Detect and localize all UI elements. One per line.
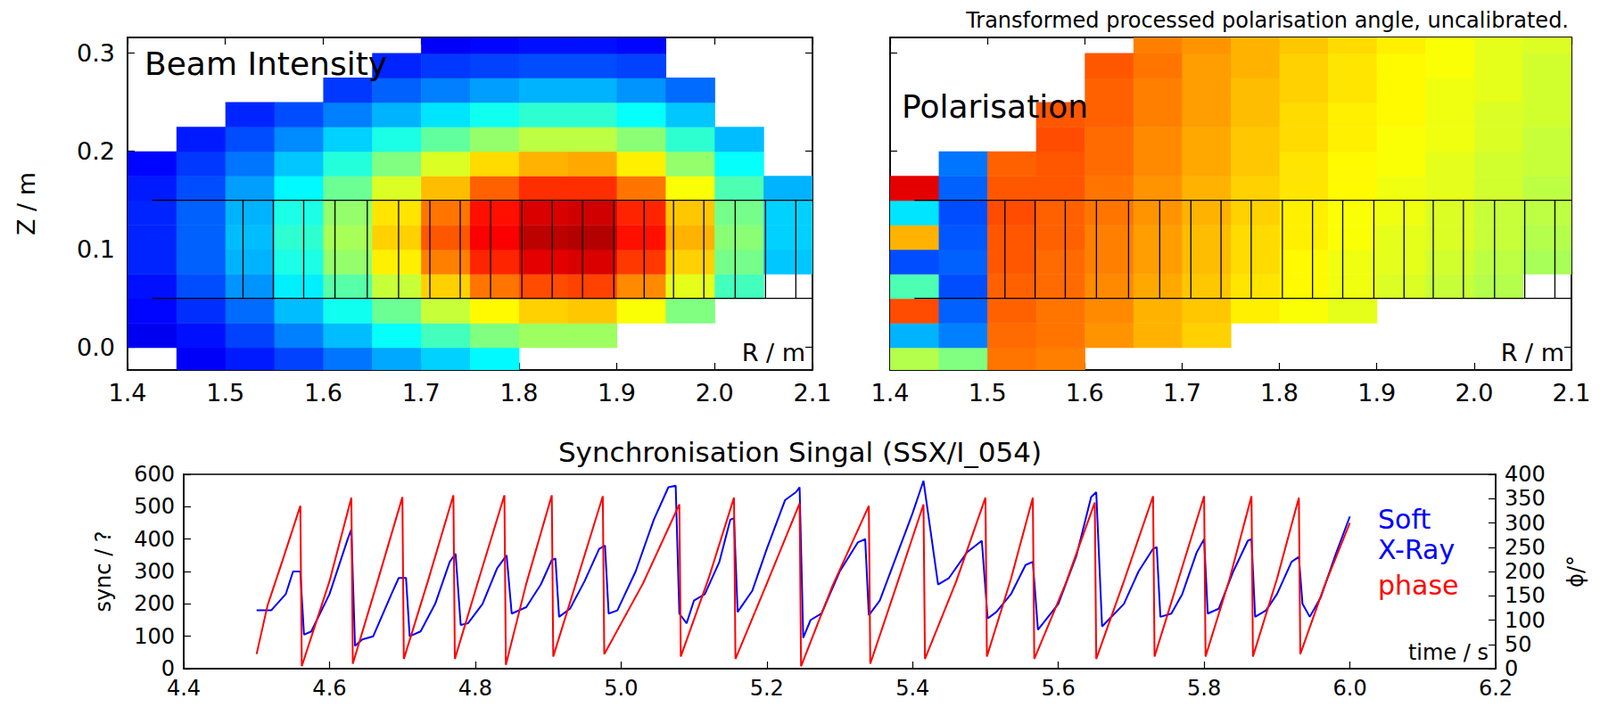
svg-text:300: 300 [1504,511,1546,537]
svg-text:250: 250 [1504,535,1546,561]
svg-text:1.4: 1.4 [871,379,910,407]
svg-text:R / m: R / m [742,338,806,367]
svg-text:50: 50 [1504,632,1533,658]
svg-text:Transformed processed polarisa: Transformed processed polarisation angle… [964,8,1569,33]
svg-text:2.0: 2.0 [1454,379,1493,407]
svg-text:2.1: 2.1 [793,379,833,407]
svg-text:400: 400 [133,527,175,553]
svg-text:5.0: 5.0 [603,676,638,702]
svg-text:1.8: 1.8 [1260,379,1299,407]
svg-text:phase: phase [1377,569,1460,602]
svg-text:4.8: 4.8 [458,676,493,702]
svg-text:R / m: R / m [1501,338,1565,367]
svg-text:Soft: Soft [1377,503,1431,536]
svg-text:Synchronisation Singal (SSX/I_: Synchronisation Singal (SSX/I_054) [558,436,1042,469]
svg-text:1.9: 1.9 [597,379,636,407]
svg-text:350: 350 [1504,486,1546,512]
svg-text:0.1: 0.1 [76,235,116,264]
svg-text:1.5: 1.5 [968,379,1007,407]
svg-text:200: 200 [1504,559,1546,585]
svg-text:100: 100 [1504,608,1546,634]
svg-text:5.8: 5.8 [1187,676,1221,702]
svg-text:500: 500 [133,494,175,520]
svg-text:0: 0 [161,656,175,682]
svg-text:X-Ray: X-Ray [1377,534,1455,566]
svg-text:1.7: 1.7 [402,379,441,407]
svg-text:Polarisation: Polarisation [901,88,1089,125]
svg-text:0.0: 0.0 [76,333,116,362]
svg-text:400: 400 [1504,461,1546,487]
svg-text:5.4: 5.4 [895,676,930,702]
svg-text:1.6: 1.6 [304,379,343,407]
svg-text:6.0: 6.0 [1332,676,1367,702]
svg-text:1.5: 1.5 [206,379,245,407]
svg-text:time / s: time / s [1408,640,1489,666]
svg-text:ϕ/°: ϕ/° [1563,555,1589,588]
svg-text:150: 150 [1504,583,1546,609]
svg-text:1.7: 1.7 [1162,379,1202,407]
svg-text:5.6: 5.6 [1041,676,1076,702]
svg-text:Beam Intensity: Beam Intensity [144,45,388,83]
svg-text:2.1: 2.1 [1552,379,1592,407]
svg-text:1.8: 1.8 [499,379,538,407]
svg-text:4.4: 4.4 [166,676,201,702]
svg-text:100: 100 [133,624,175,650]
svg-text:0.3: 0.3 [76,39,116,67]
svg-text:4.6: 4.6 [312,676,347,702]
svg-text:sync / ?: sync / ? [90,530,116,612]
svg-text:1.6: 1.6 [1065,379,1105,407]
svg-text:2.0: 2.0 [695,379,735,407]
svg-text:200: 200 [133,591,175,617]
svg-text:300: 300 [133,559,175,585]
svg-text:5.2: 5.2 [750,676,784,702]
svg-text:0.2: 0.2 [76,137,116,165]
svg-text:Z / m: Z / m [12,172,41,236]
svg-text:600: 600 [133,461,175,487]
svg-text:1.4: 1.4 [108,379,148,407]
svg-text:1.9: 1.9 [1357,379,1396,407]
svg-text:6.2: 6.2 [1478,676,1513,702]
svg-text:0: 0 [1504,656,1519,682]
